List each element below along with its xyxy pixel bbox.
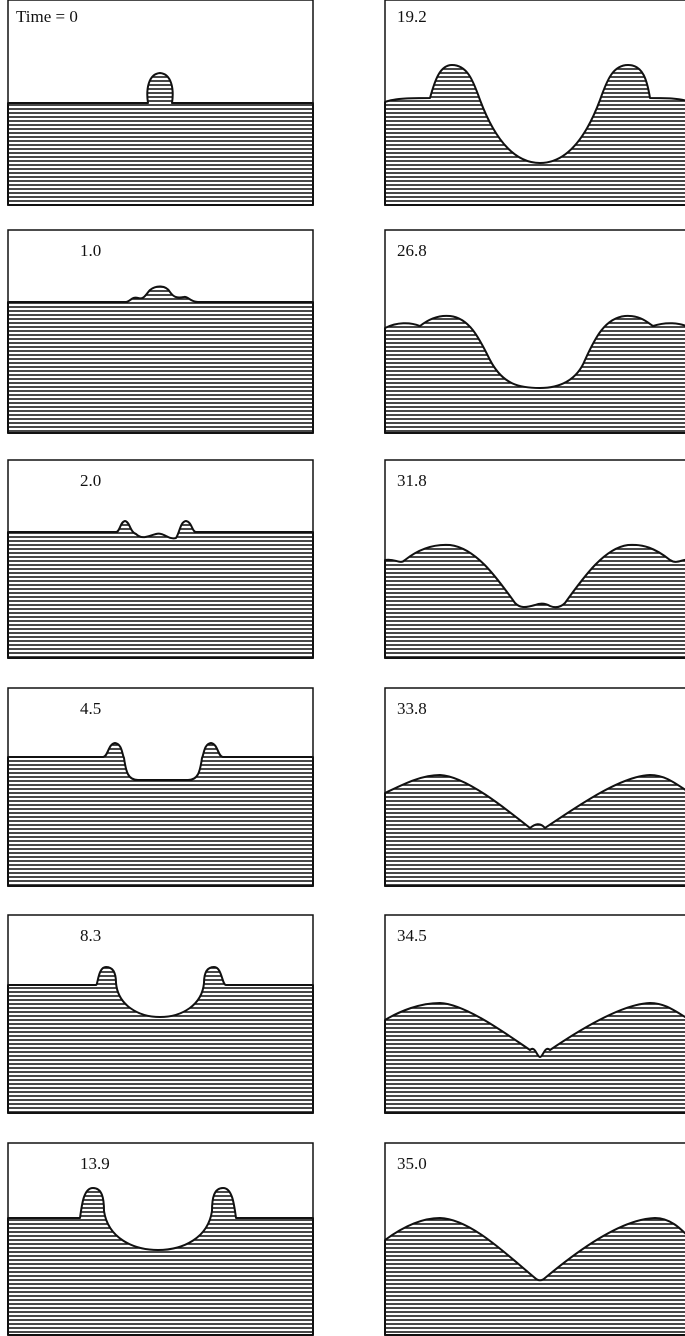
panel: 1.0	[8, 230, 313, 433]
time-label: 34.5	[397, 926, 427, 945]
time-label: 26.8	[397, 241, 427, 260]
time-label: 2.0	[80, 471, 101, 490]
panel: 35.0	[385, 1143, 685, 1335]
time-label: 13.9	[80, 1154, 110, 1173]
time-label: 33.8	[397, 699, 427, 718]
panel: 2.0	[8, 460, 313, 658]
time-label: 4.5	[80, 699, 101, 718]
panel: 34.5	[385, 915, 685, 1113]
time-label: 35.0	[397, 1154, 427, 1173]
panel: 4.5	[8, 688, 313, 886]
panel: 31.8	[385, 460, 685, 658]
fluid-surface	[8, 286, 313, 433]
panel: 19.2	[385, 0, 685, 205]
time-label: 8.3	[80, 926, 101, 945]
time-label: 31.8	[397, 471, 427, 490]
panel: Time = 0	[8, 0, 313, 205]
figure: Time = 0 1.0 2.0 4.5 8.3 13.9 19.2 26.8	[0, 0, 685, 1336]
panel: 8.3	[8, 915, 313, 1113]
time-label: Time = 0	[16, 7, 78, 26]
fluid-surface	[8, 521, 313, 658]
panel: 26.8	[385, 230, 685, 433]
time-label: 19.2	[397, 7, 427, 26]
time-label: 1.0	[80, 241, 101, 260]
panel: 33.8	[385, 688, 685, 886]
panel: 13.9	[8, 1143, 313, 1335]
page: {"panels": [ {"label": "Time = 0"}, {"la…	[0, 0, 685, 1336]
